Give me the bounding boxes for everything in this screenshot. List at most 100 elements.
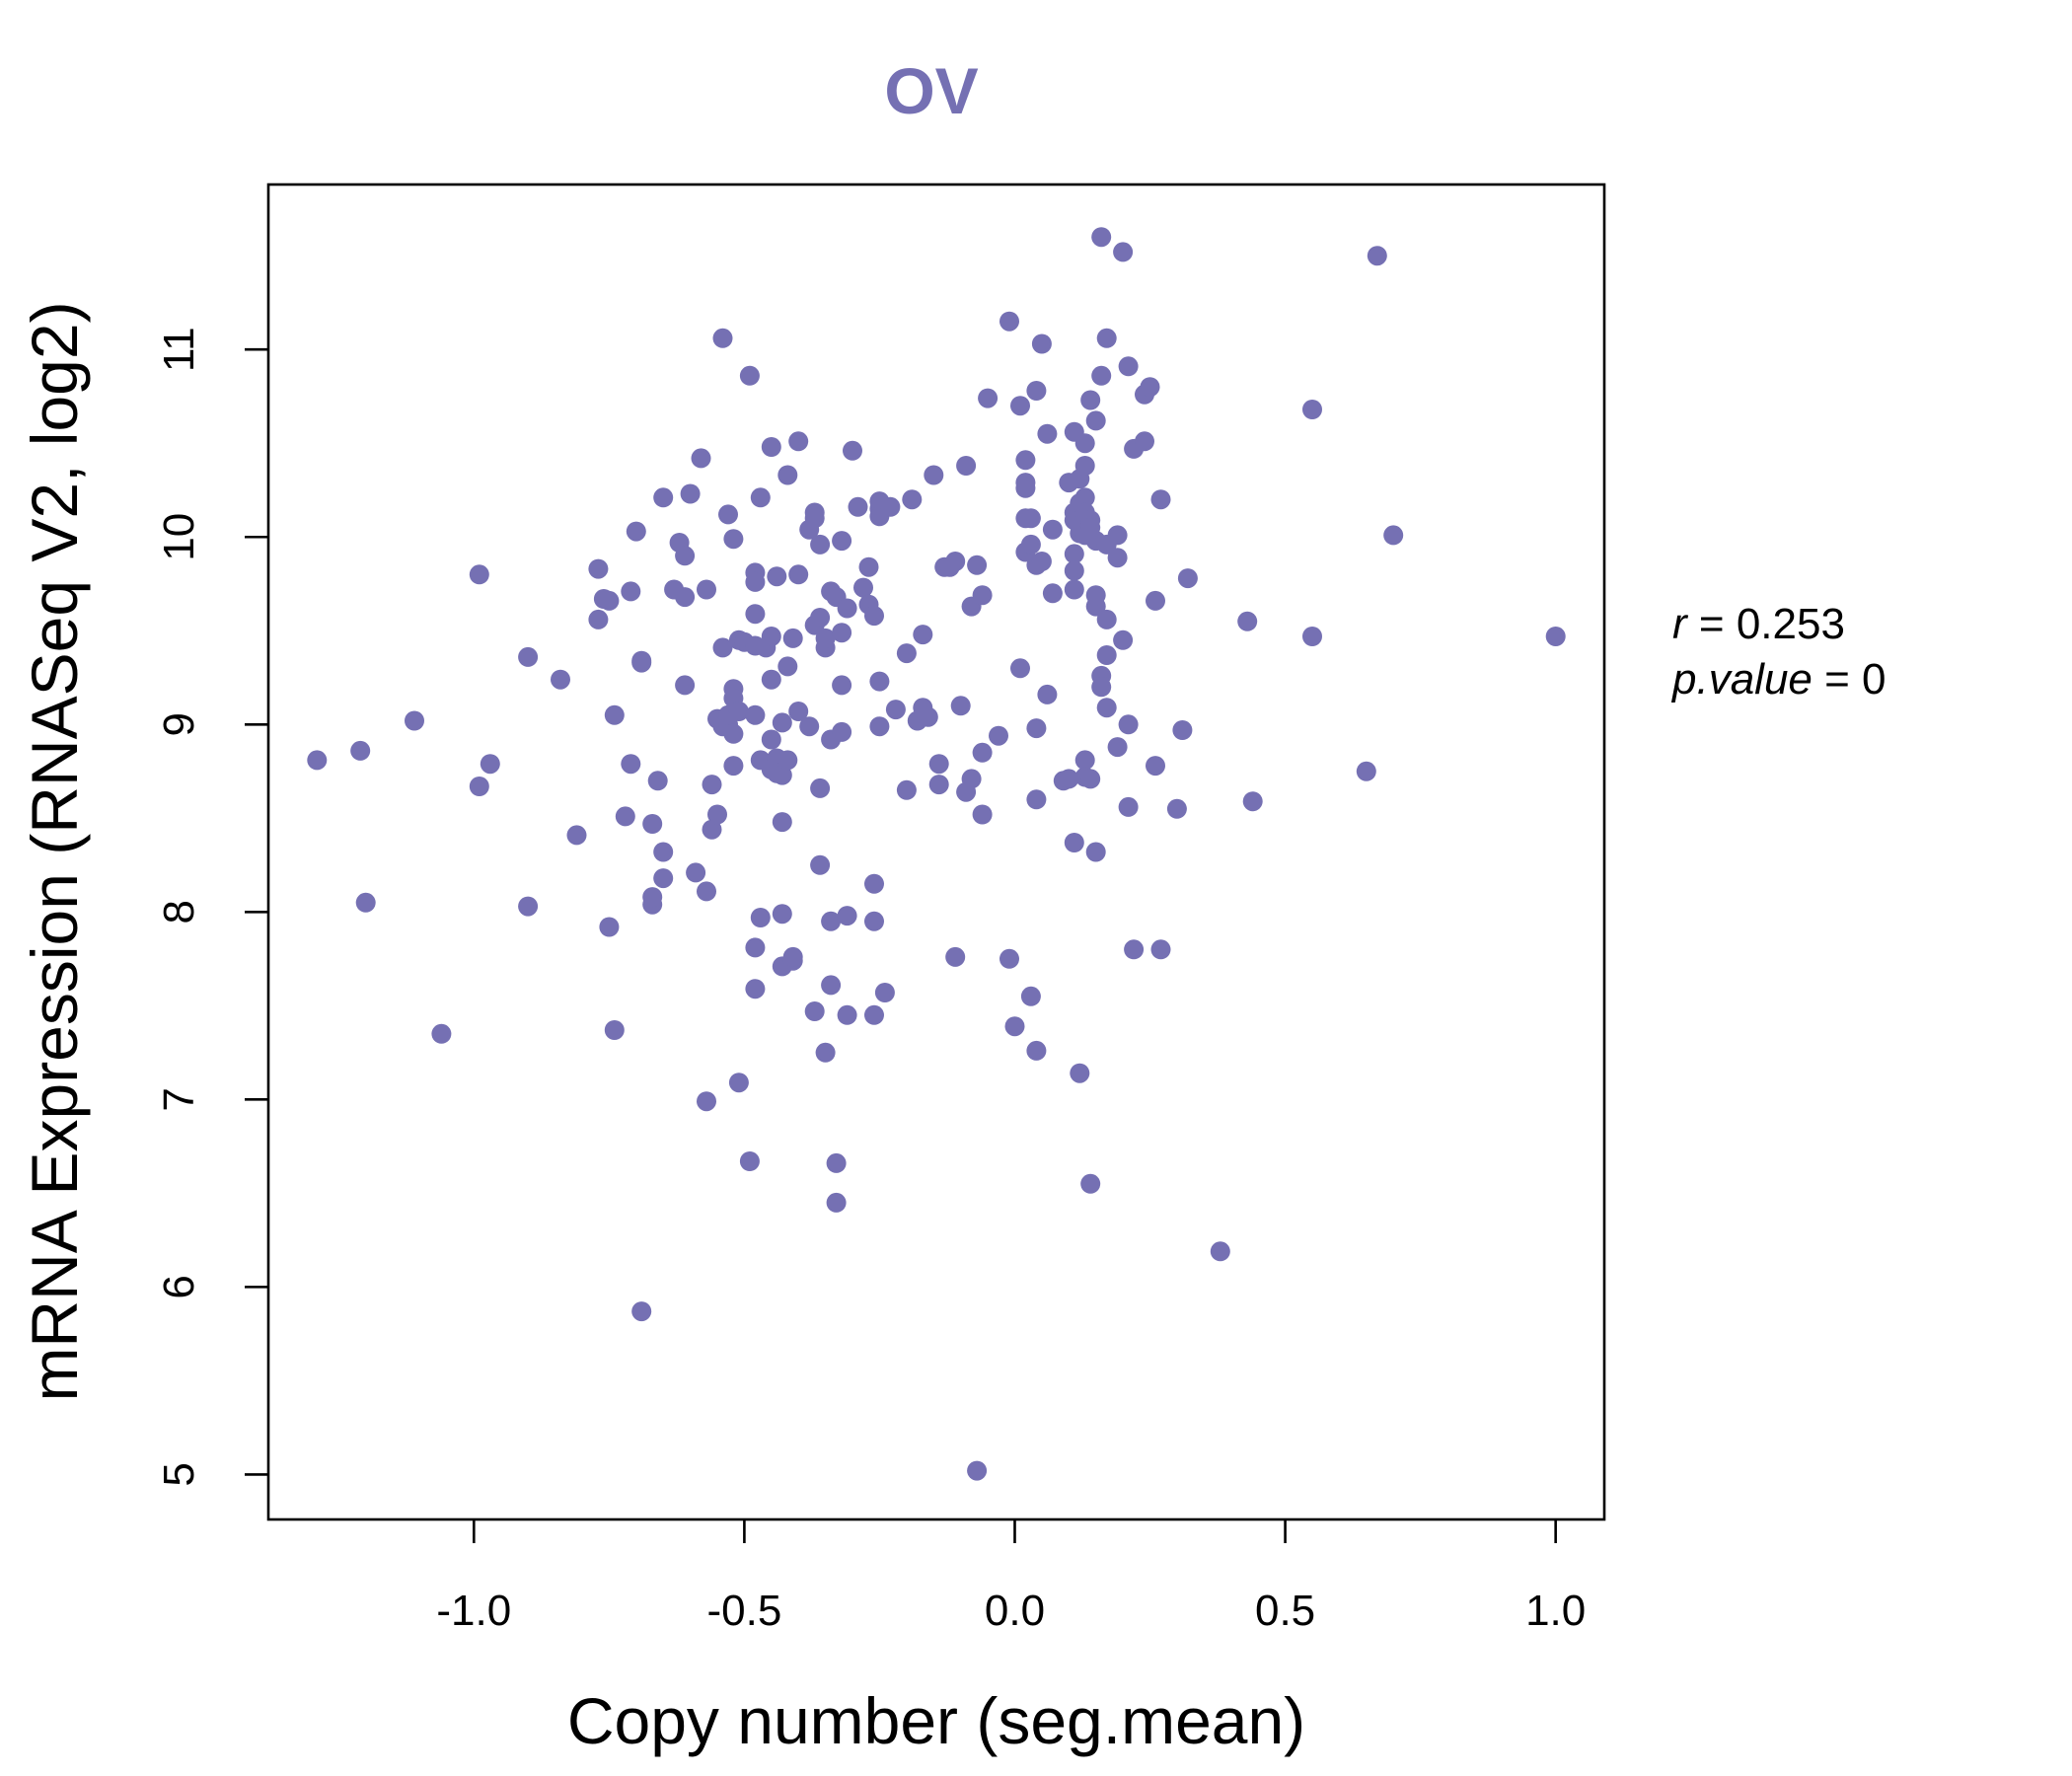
data-point (431, 1023, 452, 1044)
data-point (1172, 720, 1193, 740)
data-point (1015, 473, 1036, 493)
data-point (1091, 677, 1112, 698)
data-point (788, 431, 809, 452)
x-tick-label: -1.0 (436, 1587, 511, 1635)
data-point (761, 669, 781, 690)
data-point (723, 723, 744, 744)
data-point (772, 765, 792, 785)
data-point (723, 529, 744, 550)
data-point (642, 814, 663, 834)
data-point (788, 564, 809, 585)
data-point (1356, 761, 1376, 781)
data-point (1070, 1063, 1090, 1083)
data-point (745, 979, 766, 999)
data-point (469, 777, 489, 796)
data-point (1020, 508, 1041, 529)
data-point (739, 1151, 760, 1171)
data-point (858, 556, 879, 577)
x-tick-label: 0.5 (1255, 1587, 1315, 1635)
data-point (355, 892, 376, 913)
p-equals: = (1813, 655, 1862, 703)
data-point (653, 842, 674, 862)
data-point (686, 862, 706, 883)
data-point (1064, 833, 1084, 852)
y-axis: 5 6 7 8 9 10 11 (155, 327, 268, 1487)
data-point (1091, 365, 1112, 386)
data-point (1031, 333, 1052, 354)
data-point (956, 456, 977, 476)
data-point (821, 911, 842, 931)
data-point (874, 983, 895, 1002)
data-point (832, 623, 852, 643)
data-point (804, 508, 825, 529)
data-point (718, 504, 738, 525)
x-axis: -1.0 -0.5 0.0 0.5 1.0 (436, 1519, 1586, 1635)
data-point (832, 675, 852, 696)
data-point (1026, 381, 1047, 401)
data-point (1096, 645, 1117, 665)
y-tick-label: 9 (155, 712, 203, 736)
data-point (691, 448, 711, 469)
data-points (307, 227, 1566, 1481)
data-point (1113, 629, 1134, 650)
data-point (702, 775, 722, 795)
data-point (772, 812, 792, 833)
data-point (1242, 791, 1263, 812)
data-point (972, 585, 993, 606)
data-point (712, 328, 733, 348)
data-point (999, 311, 1019, 332)
data-point (1124, 939, 1145, 960)
data-point (1015, 450, 1036, 471)
data-point (767, 566, 787, 587)
y-tick-label: 11 (155, 327, 203, 372)
data-point (950, 696, 971, 716)
data-point (945, 552, 966, 571)
y-tick-label: 10 (155, 513, 203, 561)
data-point (972, 804, 993, 825)
y-tick-label: 7 (155, 1087, 203, 1111)
data-point (1020, 534, 1041, 555)
data-point (928, 775, 949, 795)
data-point (1074, 750, 1095, 771)
chart-title: OV (884, 54, 978, 127)
data-point (745, 704, 766, 725)
data-point (599, 590, 620, 611)
data-point (1146, 756, 1165, 777)
data-point (799, 716, 820, 737)
data-point (518, 646, 539, 667)
data-point (697, 881, 716, 902)
y-tick-label: 6 (155, 1275, 203, 1298)
x-axis-label: Copy number (seg.mean) (567, 1684, 1305, 1757)
data-point (832, 721, 852, 742)
data-point (702, 819, 722, 840)
data-point (999, 948, 1019, 969)
data-point (1237, 611, 1258, 631)
data-point (631, 1301, 652, 1322)
data-point (918, 706, 938, 727)
data-point (864, 911, 884, 931)
data-point (815, 1042, 836, 1063)
data-point (810, 534, 831, 555)
data-point (405, 710, 424, 731)
data-point (928, 754, 949, 775)
data-point (350, 740, 371, 761)
data-point (653, 868, 674, 889)
data-point (1367, 246, 1387, 266)
data-point (902, 489, 923, 510)
data-point (1064, 579, 1084, 600)
r-equals: = (1687, 600, 1737, 648)
data-point (604, 704, 625, 725)
data-point (1107, 548, 1128, 568)
data-point (1074, 433, 1095, 454)
data-point (1037, 684, 1058, 704)
data-point (885, 700, 906, 720)
data-point (788, 702, 809, 721)
data-point (1118, 714, 1139, 735)
data-point (782, 628, 803, 648)
r-symbol: r (1672, 600, 1689, 648)
data-point (1107, 525, 1128, 546)
data-point (989, 725, 1008, 746)
data-point (1064, 560, 1084, 581)
data-point (1091, 227, 1112, 248)
